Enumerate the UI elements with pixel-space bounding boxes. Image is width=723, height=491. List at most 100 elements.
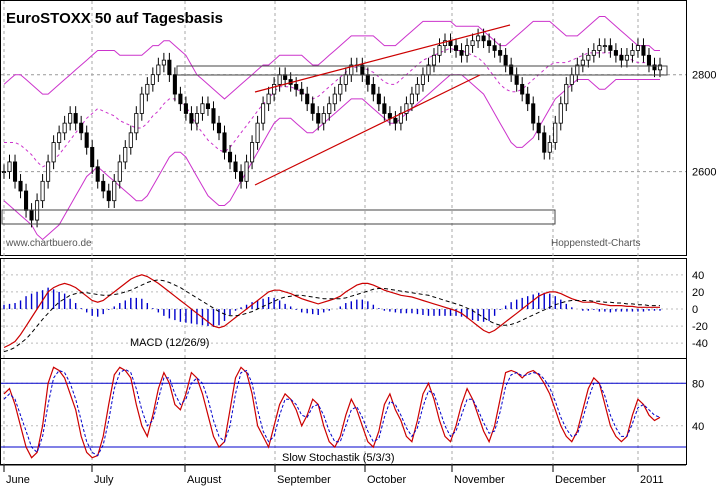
candle-body-42 [233, 161, 238, 173]
candle-body-119 [657, 64, 663, 71]
candle-body-108 [597, 45, 602, 51]
candle-body-106 [586, 54, 591, 61]
candle-body-93 [514, 74, 519, 85]
candle-body-114 [630, 50, 635, 56]
candle-body-31 [172, 74, 177, 95]
candle-body-98 [542, 132, 547, 153]
candle-body-0 [1, 171, 7, 174]
chart-title: EuroSTOXX 50 auf Tagesbasis [6, 10, 223, 27]
candle-body-56 [310, 103, 315, 114]
candle-body-91 [503, 54, 508, 66]
candle-body-96 [531, 103, 536, 124]
candle-body-105 [580, 59, 585, 66]
candle-body-112 [619, 54, 624, 61]
month-label-7: 2011 [640, 474, 664, 486]
candle-body-116 [641, 45, 646, 56]
macd-panel-frame [0, 258, 687, 359]
candle-body-109 [602, 45, 607, 48]
month-label-2: August [187, 474, 221, 486]
stoch-layer [1, 366, 686, 459]
bollinger-upper-line [3, 16, 660, 100]
candle-body-32 [178, 93, 183, 105]
candle-body-16 [90, 146, 95, 168]
candle-body-103 [569, 74, 574, 85]
candle-body-13 [73, 113, 78, 124]
candle-body-28 [156, 64, 161, 76]
macd-tick-label-2: 0 [692, 304, 698, 316]
candle-body-85 [470, 40, 475, 47]
candle-body-47 [261, 103, 266, 124]
candle-body-118 [652, 64, 657, 71]
candle-body-74 [409, 93, 414, 105]
candle-body-110 [608, 45, 613, 51]
candle-body-38 [211, 108, 216, 124]
candle-body-4 [24, 190, 29, 211]
candle-body-39 [216, 122, 222, 134]
candle-body-102 [564, 83, 569, 105]
source-left: www.chartbuero.de [5, 238, 92, 249]
candle-body-70 [387, 113, 392, 119]
candle-body-36 [200, 103, 205, 114]
candle-body-27 [150, 74, 155, 85]
candle-body-7 [40, 180, 45, 202]
candle-body-68 [376, 93, 381, 105]
macd-tick-label-1: 20 [692, 287, 704, 299]
macd-tick-label-3: -20 [692, 321, 708, 333]
candle-body-48 [266, 93, 271, 105]
price-panel-frame [0, 0, 687, 256]
candle-body-33 [183, 103, 188, 114]
candle-body-79 [437, 45, 442, 56]
candle-body-3 [18, 180, 23, 192]
candle-body-86 [476, 35, 481, 42]
bollinger-lower-line [3, 74, 660, 241]
candle-body-107 [591, 50, 596, 56]
candle-body-73 [404, 103, 409, 114]
candle-body-94 [520, 83, 525, 95]
candle-body-83 [459, 50, 464, 56]
candle-body-10 [57, 132, 62, 143]
candle-body-43 [239, 171, 244, 182]
candle-body-78 [431, 54, 437, 66]
candle-body-53 [294, 83, 299, 90]
stoch-d-line [3, 368, 661, 457]
trendline-upper [254, 24, 511, 93]
candle-body-55 [305, 93, 310, 105]
candle-body-117 [646, 54, 652, 66]
candle-body-99 [547, 142, 552, 153]
stoch-k-line [3, 366, 661, 459]
macd-layer [3, 274, 661, 353]
candle-body-57 [316, 113, 321, 124]
candle-body-97 [536, 122, 541, 134]
candle-body-50 [277, 74, 282, 85]
candle-body-46 [255, 122, 260, 143]
candle-body-54 [299, 88, 304, 95]
candle-body-111 [613, 50, 618, 56]
candle-body-11 [62, 122, 67, 134]
macd-label: MACD (12/26/9) [130, 337, 209, 349]
month-label-3: September [277, 474, 331, 486]
moving-average-line [4, 47, 660, 168]
candle-body-29 [161, 59, 166, 66]
candle-body-95 [525, 93, 530, 105]
price-tick-label-0: 2600 [692, 167, 716, 179]
axis-layer: 2600 2800 40 20 0 -20 -40 80 40 June July August Sep… [0, 70, 716, 486]
month-label-1: July [94, 474, 114, 486]
candle-body-100 [553, 122, 558, 143]
macd-tick-label-0: 40 [692, 270, 704, 282]
stoch-tick-label-0: 80 [692, 378, 704, 390]
candle-body-113 [624, 54, 629, 61]
candle-body-34 [189, 113, 194, 124]
candle-body-72 [398, 113, 403, 124]
candle-body-41 [227, 151, 233, 163]
candle-body-69 [382, 103, 387, 114]
candle-body-5 [29, 209, 34, 221]
support-box [1, 209, 556, 225]
candle-body-44 [244, 161, 249, 182]
candle-body-30 [167, 59, 172, 76]
candle-body-24 [134, 113, 139, 134]
candle-body-20 [112, 180, 117, 202]
candle-body-14 [79, 122, 84, 134]
candle-body-80 [442, 40, 448, 47]
